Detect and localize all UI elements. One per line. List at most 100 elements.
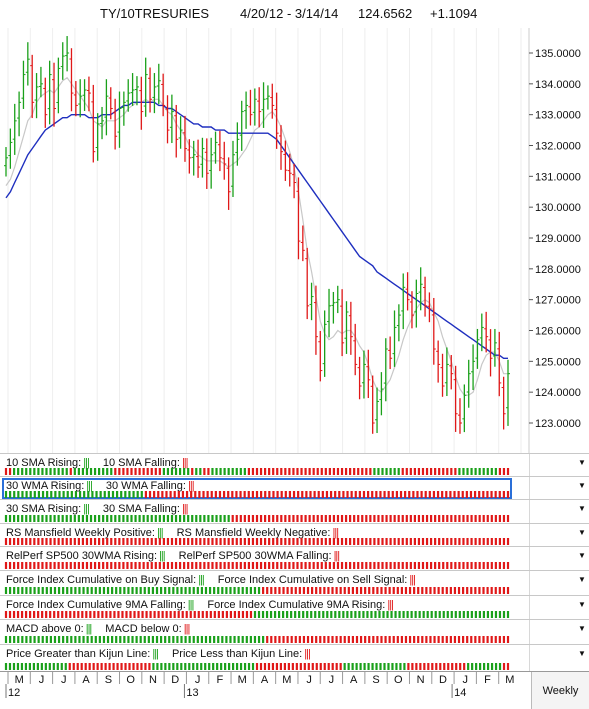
panel-legend: RS Mansfield Weekly Positive: ||| RS Mans… [6,527,340,539]
price-bar [414,279,419,328]
red-swatch-icon: ||| [330,527,340,539]
signal-ticks [4,611,510,618]
month-label: F [484,674,491,686]
month-label: D [439,674,447,686]
red-swatch-icon: ||| [185,480,195,492]
price-bar [322,310,327,377]
price-bar [78,79,83,118]
price-bar [392,310,397,367]
price-bar [409,291,414,329]
signal-ticks [4,562,510,569]
price-bar [143,57,148,117]
red-swatch-icon: ||| [181,623,191,635]
green-swatch-icon: ||| [154,527,164,539]
red-swatch-icon: ||| [302,648,311,660]
panel-menu-arrow-icon[interactable]: ▼ [578,551,586,560]
price-bar [209,137,214,189]
symbol-title: TY/10TRESURIES [100,6,210,21]
panel-menu-arrow-icon[interactable]: ▼ [578,528,586,537]
indicator-panel[interactable]: RelPerf SP500 30WMA Rising: ||| RelPerf S… [0,546,589,570]
price-bar [134,76,139,106]
indicator-panel[interactable]: 30 SMA Rising: ||| 30 SMA Falling: ||| ▼ [0,499,589,523]
panel-menu-arrow-icon[interactable]: ▼ [578,624,586,633]
price-bar [300,225,305,262]
price-bar [287,153,292,187]
price-bar [56,57,61,114]
panel-legend: Force Index Cumulative on Buy Signal: ||… [6,574,416,586]
indicator-panel[interactable]: RS Mansfield Weekly Positive: ||| RS Mans… [0,523,589,546]
price-bar [25,42,30,86]
month-label: M [238,674,247,686]
panel-divider [529,645,530,671]
green-swatch-icon: ||| [81,457,90,469]
panel-label-rising: 30 WMA Rising: [6,480,85,492]
indicator-panel[interactable]: Force Index Cumulative on Buy Signal: ||… [0,570,589,595]
price-bar [344,301,349,354]
price-bar [169,94,174,144]
panel-divider [529,620,530,644]
indicator-panel[interactable]: Force Index Cumulative 9MA Falling: ||| F… [0,595,589,619]
price-bar [270,83,275,119]
price-bar [152,73,157,114]
panel-menu-arrow-icon[interactable]: ▼ [578,649,586,658]
panel-label-rising: MACD above 0: [6,623,84,635]
price-bar [418,267,423,311]
panel-menu-arrow-icon[interactable]: ▼ [578,458,586,467]
price-bar [396,304,401,342]
price-bar [248,89,253,126]
panel-menu-arrow-icon[interactable]: ▼ [578,481,586,490]
panel-divider [529,571,530,595]
price-bar [488,329,493,377]
signal-ticks [4,587,510,594]
price-bar [475,328,480,369]
panel-label-falling: Force Index Cumulative on Sell Signal: [217,574,408,586]
price-bar [353,323,358,376]
panel-legend: 10 SMA Rising: ||| 10 SMA Falling: ||| [6,457,188,469]
price-tick-label: 129.0000 [535,233,581,245]
price-change: +1.1094 [430,6,478,21]
price-chart[interactable]: 135.0000 134.0000 133.0000 132.0000 131.0000… [0,28,589,453]
panel-menu-arrow-icon[interactable]: ▼ [578,504,586,513]
month-label: J [195,674,201,686]
month-label: A [350,674,358,686]
period-dropdown[interactable]: Weekly [531,672,589,709]
indicator-panel[interactable]: MACD above 0: ||| MACD below 0: ||| ▼ [0,619,589,644]
price-bar [239,100,244,151]
month-label: M [15,674,24,686]
signal-ticks [4,663,510,670]
price-bar [265,85,270,110]
panel-label-rising: RelPerf SP500 30WMA Rising: [6,550,158,562]
panel-divider [529,524,530,546]
price-bar [370,375,375,434]
green-swatch-icon: ||| [84,480,93,492]
price-bar [466,359,471,408]
price-bar [12,103,17,155]
panel-label-falling: Force Index Cumulative 9MA Rising: [207,599,386,611]
green-swatch-icon: ||| [196,574,205,586]
period-value: Weekly [542,685,579,697]
price-bar [335,285,340,314]
price-bar [222,141,227,180]
price-bar [126,79,131,112]
price-bar [130,73,135,106]
price-bar [196,139,201,178]
price-bar [104,79,109,136]
price-bar [309,282,314,321]
price-bar [252,88,257,126]
panel-legend: Force Index Cumulative 9MA Falling: ||| F… [6,599,394,611]
panel-menu-arrow-icon[interactable]: ▼ [578,575,586,584]
panel-label-rising: RS Mansfield Weekly Positive: [6,527,155,539]
price-bar [204,138,209,189]
chart-header: TY/10TRESURIES 4/20/12 - 3/14/14 124.656… [0,0,589,28]
month-label: J [462,674,468,686]
indicator-panel[interactable]: 10 SMA Rising: ||| 10 SMA Falling: ||| ▼ [0,453,589,476]
red-swatch-icon: ||| [179,457,189,469]
indicator-panel[interactable]: Price Greater than Kijun Line: ||| Price … [0,644,589,671]
month-label: F [217,674,224,686]
price-bar [4,147,8,177]
panel-menu-arrow-icon[interactable]: ▼ [578,600,586,609]
price-tick-label: 135.0000 [535,48,581,60]
indicator-panel[interactable]: 30 WMA Rising: ||| 30 WMA Falling: ||| ▼ [0,476,589,499]
panel-label-falling: 30 WMA Falling: [105,480,186,492]
month-label: N [149,674,157,686]
